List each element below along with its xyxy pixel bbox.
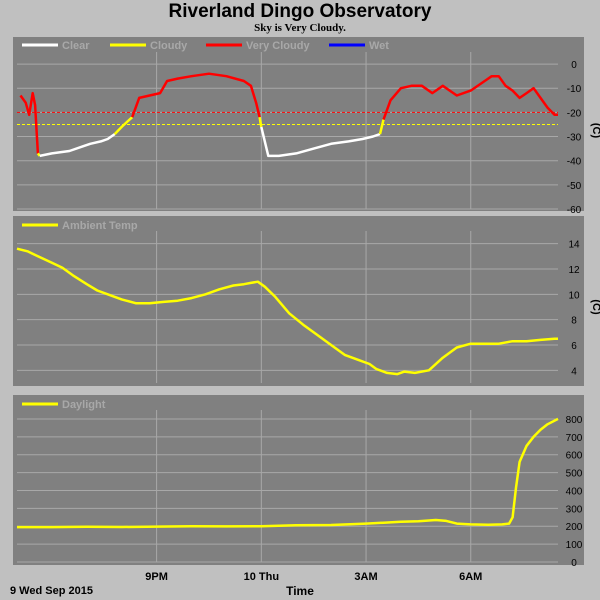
legend-label: Very Cloudy <box>246 40 310 52</box>
legend-label: Wet <box>369 40 389 52</box>
daylight-line <box>17 417 559 529</box>
sky-series-cloudy <box>258 116 263 128</box>
y-tick-label: 14 <box>568 240 580 251</box>
y-tick-label: 300 <box>566 504 583 515</box>
ambient-temp-line <box>16 247 558 376</box>
sky-series-very_cloudy <box>382 74 558 121</box>
plot-area-2 <box>17 231 558 383</box>
y-tick-label: -20 <box>567 108 582 119</box>
x-tick-label: 10 Thu <box>244 571 279 583</box>
y-tick-label: 8 <box>571 316 577 327</box>
y-tick-label: 4 <box>571 366 577 377</box>
y-tick-label: -60 <box>567 205 582 216</box>
y-tick-label: 12 <box>568 265 580 276</box>
y-tick-label: 800 <box>566 415 583 426</box>
sky-status: Sky is Very Cloudy. <box>254 22 346 34</box>
y-tick-label: 700 <box>566 433 583 444</box>
legend-label: Ambient Temp <box>62 220 138 232</box>
page-title: Riverland Dingo Observatory <box>168 1 432 22</box>
x-tick-label: 9PM <box>145 571 168 583</box>
y-tick-label: 0 <box>571 558 577 569</box>
y-tick-label: -40 <box>567 157 582 168</box>
plot-area-3 <box>17 410 558 562</box>
x-axis-label: Time <box>286 584 314 598</box>
x-tick-label: 6AM <box>459 571 482 583</box>
y-tick-label: 400 <box>566 486 583 497</box>
y-tick-label: 500 <box>566 469 583 480</box>
sky-series-cloudy <box>36 152 41 157</box>
y-tick-label: -10 <box>567 84 582 95</box>
sky-series-very_cloudy <box>131 72 261 118</box>
plot-area-1 <box>17 52 558 209</box>
y-tick-label: -30 <box>567 133 582 144</box>
y-tick-label: 0 <box>571 60 577 71</box>
legend-label: Clear <box>62 40 90 52</box>
y-tick-label: 100 <box>566 540 583 551</box>
date-label: 9 Wed Sep 2015 <box>10 585 93 597</box>
sky-series-cloudy <box>113 116 134 135</box>
y-axis-unit-label: (C) <box>590 123 600 139</box>
y-tick-label: -50 <box>567 181 582 192</box>
y-axis-unit-label: (C) <box>590 299 600 315</box>
sky-series-very_cloudy <box>19 91 40 154</box>
y-tick-label: 600 <box>566 451 583 462</box>
sky-series-clear <box>260 126 381 158</box>
sky-series-clear <box>39 133 116 158</box>
legend-label: Cloudy <box>150 40 188 52</box>
legend-label: Daylight <box>62 399 106 411</box>
x-tick-label: 3AM <box>354 571 377 583</box>
y-tick-label: 10 <box>568 290 580 301</box>
y-tick-label: 6 <box>571 341 577 352</box>
y-tick-label: 200 <box>566 522 583 533</box>
sky-series-cloudy <box>378 119 385 135</box>
